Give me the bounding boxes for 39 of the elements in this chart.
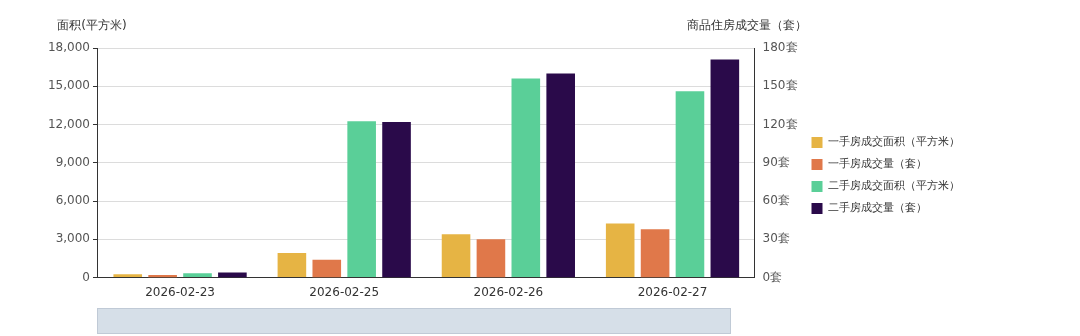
- bar: [675, 91, 705, 278]
- y-tick-label: 6,000: [55, 193, 90, 208]
- bar: [218, 272, 247, 278]
- y2-tick-label: 180套: [762, 40, 798, 55]
- x-tick-label: 2026-02-27: [637, 284, 708, 299]
- bar: [347, 121, 376, 278]
- bar: [605, 223, 635, 278]
- bar: [113, 274, 143, 278]
- y-axis-title: 面积(平方米): [57, 18, 127, 33]
- bar: [640, 229, 670, 278]
- y-tick-label: 15,000: [47, 78, 90, 93]
- x-tick-label: 2026-02-23: [145, 284, 215, 299]
- legend-label: 二手房成交面积（平方米）: [828, 179, 960, 193]
- y-tick-label: 18,000: [47, 40, 90, 55]
- y2-tick-label: 90套: [762, 154, 790, 169]
- y2-axis-title: 商品住房成交量（套）: [686, 18, 807, 33]
- y-tick-label: 3,000: [55, 231, 90, 246]
- legend-label: 一手房成交量（套）: [828, 157, 927, 171]
- bar: [183, 273, 212, 278]
- legend-label: 一手房成交面积（平方米）: [828, 135, 960, 149]
- bar: [277, 253, 307, 278]
- legend-label: 二手房成交量（套）: [828, 201, 927, 215]
- bar: [546, 73, 575, 278]
- y-tick-label: 9,000: [55, 154, 90, 169]
- bar: [511, 78, 541, 278]
- bar: [441, 234, 471, 278]
- x-tick-label: 2026-02-26: [473, 284, 544, 299]
- y2-tick-label: 150套: [762, 78, 798, 93]
- y2-tick-label: 0套: [762, 269, 783, 284]
- y-tick-label: 0: [82, 269, 90, 284]
- y2-tick-label: 60套: [762, 193, 790, 208]
- bar: [382, 121, 411, 278]
- bar: [312, 259, 342, 278]
- y2-tick-label: 30套: [762, 231, 790, 246]
- y-tick-label: 12,000: [47, 116, 90, 131]
- bar: [710, 59, 740, 278]
- x-tick-label: 2026-02-25: [309, 284, 380, 299]
- bar: [476, 239, 506, 278]
- y2-tick-label: 120套: [762, 116, 798, 131]
